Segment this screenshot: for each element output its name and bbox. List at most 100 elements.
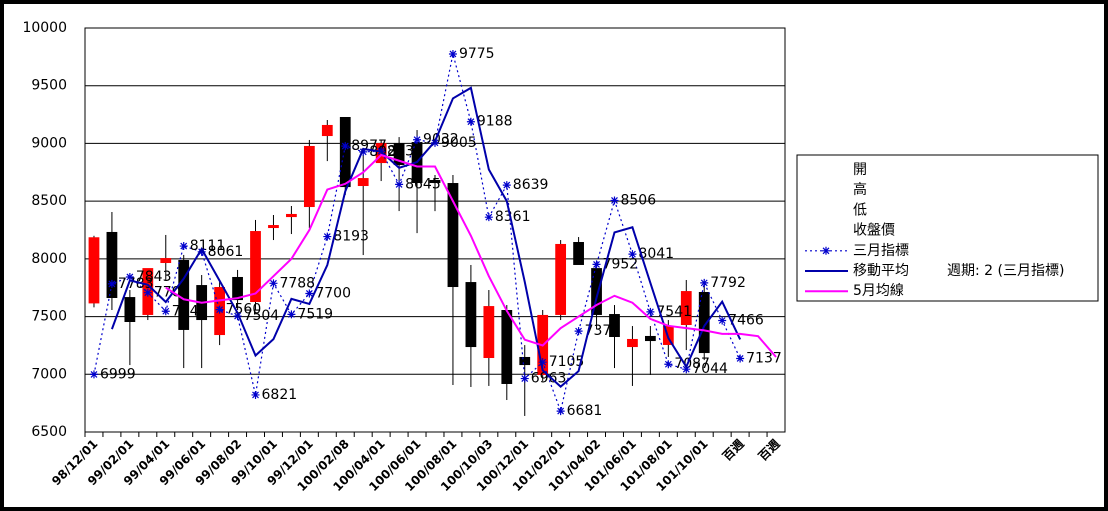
data-label: 7137 <box>746 350 782 366</box>
legend-label: 收盤價 <box>853 222 895 239</box>
candle-body <box>573 242 584 265</box>
candle-body <box>680 291 692 325</box>
star-marker <box>215 305 224 314</box>
candle-body <box>609 314 620 338</box>
star-marker <box>269 279 278 288</box>
data-label: 7541 <box>656 304 692 320</box>
legend-box <box>796 154 1099 302</box>
candle-body <box>698 291 710 354</box>
data-label: 7792 <box>710 275 746 291</box>
data-label: 8927 <box>369 144 405 160</box>
y-tick-label: 6500 <box>31 424 67 440</box>
data-label: 6821 <box>262 387 298 403</box>
data-label: 8061 <box>208 244 244 260</box>
star-marker <box>341 142 350 151</box>
star-marker <box>323 232 332 241</box>
star-marker <box>700 278 709 287</box>
star-marker <box>233 312 242 321</box>
data-label: 7546 <box>172 303 208 319</box>
candle-body <box>483 306 495 359</box>
star-marker <box>664 360 673 369</box>
data-label: 8977 <box>351 138 387 154</box>
candle-body <box>591 268 602 315</box>
star-marker <box>179 242 188 251</box>
star-marker <box>520 374 529 383</box>
candle-body <box>303 145 315 208</box>
data-label: 8645 <box>405 176 441 192</box>
data-label: 7788 <box>279 275 315 291</box>
data-label: 7374 <box>585 323 621 339</box>
star-marker <box>682 365 691 374</box>
data-label: 9775 <box>459 46 495 62</box>
candle-body <box>88 237 100 304</box>
candle-body <box>339 116 351 188</box>
star-marker <box>736 354 745 363</box>
legend-label: 5月均線 <box>853 283 904 299</box>
y-tick-label: 8000 <box>31 251 67 267</box>
line-series <box>110 86 742 388</box>
star-marker <box>592 260 601 269</box>
candle-body <box>519 356 531 366</box>
candle-body <box>250 231 261 303</box>
data-label: 7519 <box>297 306 333 322</box>
y-tick-label: 9500 <box>31 78 67 94</box>
data-label: 7700 <box>315 285 351 301</box>
data-label: 7044 <box>692 361 728 377</box>
y-tick-label: 8500 <box>31 193 67 209</box>
star-marker <box>646 307 655 316</box>
star-marker <box>287 310 296 319</box>
star-marker <box>431 138 439 147</box>
legend-label: 三月指標 <box>853 243 909 259</box>
star-marker <box>574 327 583 336</box>
data-label: 8041 <box>638 246 674 262</box>
star-marker <box>628 250 637 259</box>
data-label: 7843 <box>136 269 172 285</box>
star-marker <box>107 279 116 288</box>
legend-label: 移動平均 <box>853 263 909 279</box>
y-tick-label: 7000 <box>31 366 67 382</box>
data-label: 9188 <box>477 114 513 130</box>
candle-body <box>393 143 405 166</box>
line-series <box>165 153 777 358</box>
candle-body <box>501 309 513 384</box>
candle-body <box>178 260 190 330</box>
candle-body <box>321 124 333 137</box>
data-label: 7504 <box>244 308 280 324</box>
candle-body <box>357 178 369 187</box>
y-tick-label: 9000 <box>31 135 67 151</box>
candle-body <box>429 180 441 184</box>
star-marker <box>718 316 727 325</box>
star-marker <box>448 49 457 58</box>
star-marker <box>89 370 98 379</box>
data-label: 8193 <box>333 229 369 245</box>
candle-body <box>645 335 656 342</box>
legend-label: 高 <box>853 181 867 198</box>
y-tick-label: 10000 <box>22 20 67 36</box>
data-label: 9005 <box>441 135 477 151</box>
data-label: 6999 <box>100 366 136 382</box>
candle-body <box>160 258 172 264</box>
star-marker <box>395 180 404 189</box>
star-marker <box>466 117 475 126</box>
star-marker <box>305 289 314 298</box>
star-marker <box>161 307 170 316</box>
data-label: 6963 <box>531 371 567 387</box>
star-marker <box>538 358 547 367</box>
candle-body <box>268 225 279 229</box>
data-label: 8361 <box>495 209 531 225</box>
candle-body <box>232 276 243 301</box>
star-marker <box>556 407 565 416</box>
candle-body <box>286 213 297 218</box>
candle-body <box>465 282 477 348</box>
legend-marker <box>822 246 830 255</box>
star-marker <box>484 213 493 222</box>
data-label: 7105 <box>549 354 585 370</box>
data-label: 8506 <box>620 192 656 208</box>
candle-body <box>447 183 459 288</box>
star-marker <box>143 288 152 297</box>
candle-body <box>106 231 118 298</box>
candle-body <box>555 243 567 315</box>
candle-body <box>124 297 136 322</box>
data-label: 6681 <box>567 403 603 419</box>
